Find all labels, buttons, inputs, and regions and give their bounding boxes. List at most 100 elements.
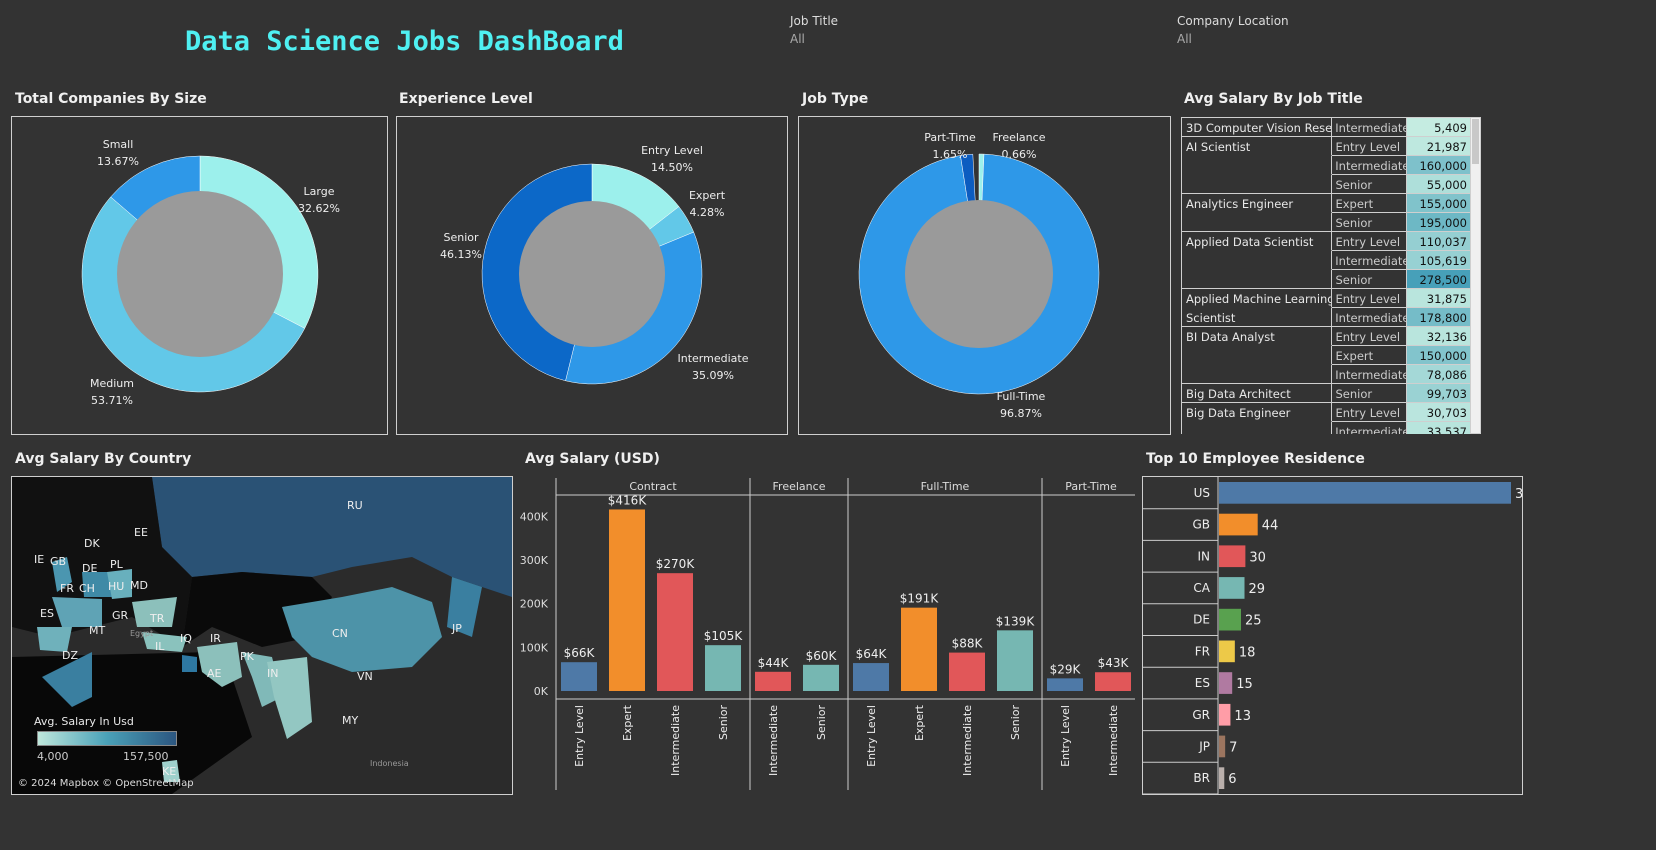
table-row[interactable]: Big Data Engineer Entry Level 30,703 (1182, 403, 1470, 422)
filter-value[interactable]: All (790, 32, 805, 46)
company-size-title: Total Companies By Size (15, 91, 207, 107)
scrollbar-thumb[interactable] (1472, 119, 1479, 164)
slice-pct: 53.71% (91, 394, 133, 407)
table-row[interactable]: Big Data Architect Senior 99,703 (1182, 384, 1470, 403)
x-tick-label: Intermediate (1107, 705, 1120, 776)
bar[interactable] (1219, 672, 1233, 694)
country-label[interactable]: AE (207, 667, 222, 680)
country-label[interactable]: DZ (62, 649, 79, 662)
country-label[interactable]: IE (34, 553, 45, 566)
country-label[interactable]: CN (332, 627, 348, 640)
country-label[interactable]: IN (267, 667, 279, 680)
country-label[interactable]: DE (82, 562, 98, 575)
bar[interactable] (997, 630, 1033, 691)
bar[interactable] (901, 607, 937, 691)
salary-cell: 99,703 (1407, 384, 1470, 402)
table-row[interactable]: Intermediate 105,619 (1182, 251, 1470, 270)
table-row[interactable]: Applied Machine Learning Entry Level 31,87… (1182, 289, 1470, 308)
job-title-cell (1182, 251, 1333, 270)
country-label[interactable]: DK (84, 537, 100, 550)
slice-label: Freelance (993, 131, 1046, 144)
table-row[interactable]: AI Scientist Entry Level 21,987 (1182, 137, 1470, 156)
salary-table: 3D Computer Vision Rese.. Intermediate 5,4… (1181, 117, 1470, 434)
bar[interactable] (1219, 735, 1226, 758)
map-canvas[interactable] (12, 477, 512, 794)
country-label[interactable]: MT (89, 624, 106, 637)
table-row[interactable]: Scientist Intermediate 178,800 (1182, 308, 1470, 327)
country-label[interactable]: IL (155, 640, 165, 653)
country-label: JP (1198, 739, 1210, 753)
table-row[interactable]: Applied Data Scientist Entry Level 110,037 (1182, 232, 1470, 251)
bar-value-label: $60K (806, 649, 838, 663)
y-tick-label: 100K (520, 641, 549, 654)
job-title-filter[interactable]: Job Title All (790, 14, 838, 46)
job-type-title: Job Type (802, 91, 869, 107)
country-label[interactable]: MD (130, 579, 148, 592)
table-row[interactable]: Senior 278,500 (1182, 270, 1470, 289)
country-label[interactable]: VN (357, 670, 373, 683)
bar[interactable] (1219, 608, 1241, 631)
country-label[interactable]: MY (342, 714, 359, 727)
slice-pct: 1.65% (933, 148, 968, 161)
slice-pct: 4.28% (690, 206, 725, 219)
country-label[interactable]: TR (150, 612, 165, 625)
bar[interactable] (1047, 678, 1083, 691)
bar[interactable] (803, 664, 839, 691)
table-row[interactable]: Intermediate 160,000 (1182, 156, 1470, 175)
country-label[interactable]: IR (210, 632, 221, 645)
country-label[interactable]: CH (79, 582, 95, 595)
map-attribution[interactable]: © 2024 Mapbox © OpenStreetMap (18, 778, 194, 789)
job-title-cell (1182, 270, 1333, 289)
country-label[interactable]: PK (240, 650, 254, 663)
table-row[interactable]: 3D Computer Vision Rese.. Intermediate 5,4… (1182, 118, 1470, 137)
country-label: ES (1195, 676, 1210, 690)
country-label[interactable]: FR (60, 582, 74, 595)
table-row[interactable]: Intermediate 78,086 (1182, 365, 1470, 384)
job-title-cell: Analytics Engineer (1182, 194, 1333, 213)
country-label[interactable]: ES (40, 607, 54, 620)
country-label[interactable]: GR (112, 609, 129, 622)
bar[interactable] (705, 645, 741, 691)
bar[interactable] (1219, 577, 1245, 599)
table-row[interactable]: BI Data Analyst Entry Level 32,136 (1182, 327, 1470, 346)
bar[interactable] (755, 671, 791, 691)
bar[interactable] (1219, 513, 1258, 536)
x-tick-label: Senior (717, 705, 730, 741)
table-row[interactable]: Senior 55,000 (1182, 175, 1470, 194)
country-label[interactable]: HU (108, 580, 125, 593)
country-label[interactable]: EE (134, 526, 148, 539)
residence-chart: US 332 GB 44 IN 30 CA 29 DE 25 FR 18 ES 15 GR 13 JP 7 BR 6 (1143, 477, 1540, 795)
country-label[interactable]: RU (347, 499, 363, 512)
bar[interactable] (1219, 545, 1246, 568)
job-title-cell: Applied Data Scientist (1182, 232, 1333, 251)
company-location-filter[interactable]: Company Location All (1177, 14, 1289, 46)
job-title-cell (1182, 213, 1333, 232)
table-row[interactable]: Senior 195,000 (1182, 213, 1470, 232)
salary-map[interactable]: RU EE DK IE GB DE PL FR CH HU MD ES GR TR MT IQ IR IL DZ PK… (11, 476, 513, 795)
table-row[interactable]: Intermediate 33,537 (1182, 422, 1470, 434)
bar[interactable] (1219, 767, 1225, 789)
bar[interactable] (657, 573, 693, 691)
job-title-cell (1182, 175, 1333, 194)
bar[interactable] (1219, 703, 1231, 726)
bar[interactable] (853, 663, 889, 691)
country-label[interactable]: JP (452, 622, 462, 635)
bar[interactable] (609, 509, 645, 691)
job-title-cell: AI Scientist (1182, 137, 1333, 156)
table-row[interactable]: Analytics Engineer Expert 155,000 (1182, 194, 1470, 213)
table-scrollbar[interactable] (1470, 117, 1481, 434)
filter-value[interactable]: All (1177, 32, 1192, 46)
donut-hole (117, 191, 283, 357)
bar[interactable] (949, 652, 985, 691)
table-row[interactable]: Expert 150,000 (1182, 346, 1470, 365)
level-cell: Intermediate (1332, 422, 1409, 434)
country-label[interactable]: PL (110, 558, 123, 571)
country-label[interactable]: KE (162, 765, 177, 778)
country-label[interactable]: GB (50, 555, 67, 568)
bar[interactable] (1095, 672, 1131, 691)
bar[interactable] (561, 662, 597, 691)
bar[interactable] (1219, 640, 1235, 663)
country-label[interactable]: IQ (180, 632, 192, 645)
bar[interactable] (1219, 482, 1511, 504)
slice-label: Part-Time (924, 131, 976, 144)
